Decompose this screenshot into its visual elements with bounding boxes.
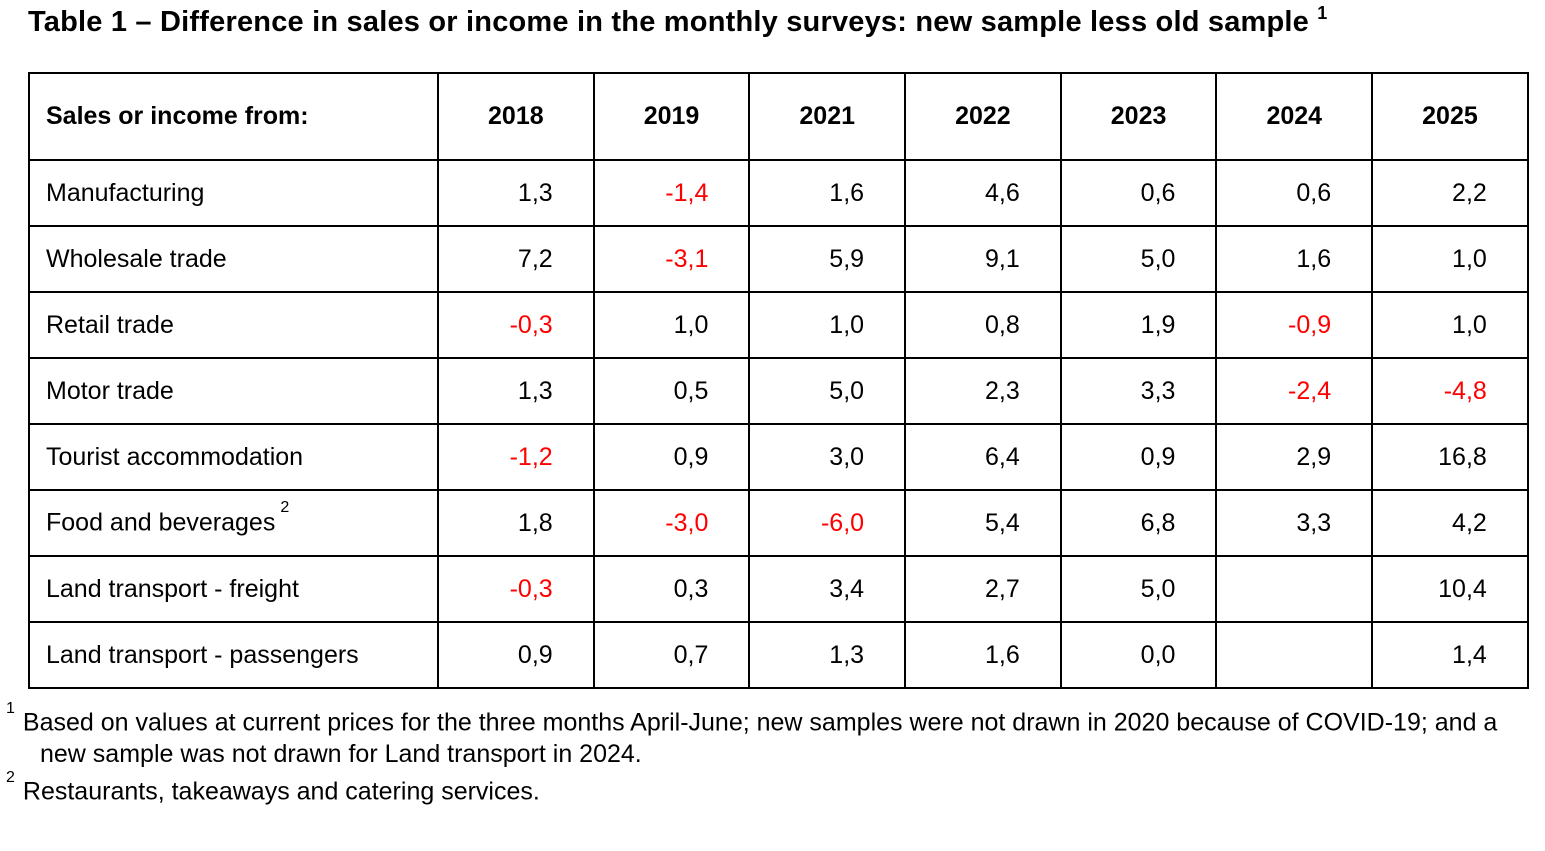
row-label: Land transport - passengers: [28, 621, 439, 689]
value-cell: 3,3: [1215, 489, 1374, 557]
value-cell: 0,6: [1215, 159, 1374, 227]
column-header-sales-or-income: Sales or income from:: [28, 72, 439, 161]
row-label-text: Food and beverages: [46, 508, 276, 537]
value-cell: 10,4: [1371, 555, 1529, 623]
value-cell: 1,9: [1059, 291, 1218, 359]
row-label: Motor trade: [28, 357, 439, 425]
value-cell: 3,0: [748, 423, 907, 491]
value-cell: 0,0: [1059, 621, 1218, 689]
footnote-1-marker: 1: [6, 700, 15, 717]
value-cell: 6,4: [904, 423, 1062, 491]
value-cell: 7,2: [437, 225, 595, 293]
sales-income-difference-table: Sales or income from: 2018 2019 2021 202…: [28, 72, 1529, 689]
value-cell: 0,5: [592, 357, 751, 425]
table-row-land-transport-freight: Land transport - freight -0,3 0,3 3,4 2,…: [28, 555, 1529, 623]
value-cell: 0,8: [904, 291, 1062, 359]
value-cell: 5,0: [1059, 225, 1218, 293]
value-cell: -1,4: [592, 159, 751, 227]
value-cell: 1,6: [1215, 225, 1374, 293]
value-cell: 1,0: [592, 291, 751, 359]
row-label: Wholesale trade: [28, 225, 439, 293]
value-cell: 6,8: [1059, 489, 1218, 557]
footnotes-section: 1 Based on values at current prices for t…: [6, 700, 1540, 808]
row-footnote-marker: 2: [280, 499, 290, 517]
page-title-text: Table 1 – Difference in sales or income …: [28, 6, 1310, 38]
value-cell: 0,7: [592, 621, 751, 689]
footnote-2: 2 Restaurants, takeaways and catering ser…: [6, 769, 1540, 807]
row-label: Manufacturing: [28, 159, 439, 227]
value-cell: 1,3: [748, 621, 907, 689]
value-cell: 1,6: [904, 621, 1062, 689]
value-cell: 1,3: [437, 357, 595, 425]
value-cell: 0,6: [1059, 159, 1218, 227]
value-cell: 5,0: [1059, 555, 1218, 623]
row-label: Food and beverages2: [28, 489, 439, 557]
value-cell: -0,3: [437, 291, 595, 359]
value-cell-empty: [1215, 621, 1374, 689]
value-cell: 3,3: [1059, 357, 1218, 425]
value-cell: 2,9: [1215, 423, 1374, 491]
value-cell: 1,0: [1371, 291, 1529, 359]
value-cell: 1,8: [437, 489, 595, 557]
value-cell: 5,4: [904, 489, 1062, 557]
value-cell-empty: [1215, 555, 1374, 623]
value-cell: 16,8: [1371, 423, 1529, 491]
value-cell: -4,8: [1371, 357, 1529, 425]
value-cell: 1,6: [748, 159, 907, 227]
value-cell: -6,0: [748, 489, 907, 557]
value-cell: 0,3: [592, 555, 751, 623]
value-cell: 5,0: [748, 357, 907, 425]
column-header-year: 2021: [748, 72, 907, 161]
value-cell: 4,2: [1371, 489, 1529, 557]
column-header-year: 2023: [1059, 72, 1218, 161]
table-row-wholesale-trade: Wholesale trade 7,2 -3,1 5,9 9,1 5,0 1,6…: [28, 225, 1529, 293]
footnote-1: 1 Based on values at current prices for t…: [6, 700, 1540, 770]
column-header-year: 2024: [1215, 72, 1374, 161]
column-header-year: 2022: [904, 72, 1062, 161]
column-header-year: 2019: [592, 72, 751, 161]
value-cell: 0,9: [1059, 423, 1218, 491]
footnote-2-marker: 2: [6, 769, 15, 787]
header-row: Sales or income from: 2018 2019 2021 202…: [28, 72, 1529, 161]
column-header-year: 2018: [437, 72, 595, 161]
value-cell: 0,9: [592, 423, 751, 491]
value-cell: -1,2: [437, 423, 595, 491]
value-cell: 5,9: [748, 225, 907, 293]
value-cell: -2,4: [1215, 357, 1374, 425]
table-row-retail-trade: Retail trade -0,3 1,0 1,0 0,8 1,9 -0,9 1…: [28, 291, 1529, 359]
table-row-manufacturing: Manufacturing 1,3 -1,4 1,6 4,6 0,6 0,6 2…: [28, 159, 1529, 227]
value-cell: -0,3: [437, 555, 595, 623]
value-cell: 1,0: [1371, 225, 1529, 293]
title-footnote-marker: 1: [1317, 3, 1328, 23]
table-row-motor-trade: Motor trade 1,3 0,5 5,0 2,3 3,3 -2,4 -4,…: [28, 357, 1529, 425]
footnote-2-text: Restaurants, takeaways and catering serv…: [22, 777, 540, 806]
table-row-food-and-beverages: Food and beverages2 1,8 -3,0 -6,0 5,4 6,…: [28, 489, 1529, 557]
value-cell: 2,3: [904, 357, 1062, 425]
value-cell: 9,1: [904, 225, 1062, 293]
value-cell: 3,4: [748, 555, 907, 623]
value-cell: 1,4: [1371, 621, 1529, 689]
value-cell: -0,9: [1215, 291, 1374, 359]
row-label: Land transport - freight: [28, 555, 439, 623]
column-header-year: 2025: [1371, 72, 1529, 161]
value-cell: 2,2: [1371, 159, 1529, 227]
footnote-1-text: Based on values at current prices for th…: [22, 708, 1498, 769]
value-cell: -3,0: [592, 489, 751, 557]
row-label: Tourist accommodation: [28, 423, 439, 491]
value-cell: -3,1: [592, 225, 751, 293]
value-cell: 1,3: [437, 159, 595, 227]
row-label: Retail trade: [28, 291, 439, 359]
value-cell: 2,7: [904, 555, 1062, 623]
value-cell: 4,6: [904, 159, 1062, 227]
value-cell: 0,9: [437, 621, 595, 689]
value-cell: 1,0: [748, 291, 907, 359]
page-title: Table 1 – Difference in sales or income …: [28, 0, 1538, 48]
table-row-tourist-accommodation: Tourist accommodation -1,2 0,9 3,0 6,4 0…: [28, 423, 1529, 491]
table-row-land-transport-passengers: Land transport - passengers 0,9 0,7 1,3 …: [28, 621, 1529, 689]
